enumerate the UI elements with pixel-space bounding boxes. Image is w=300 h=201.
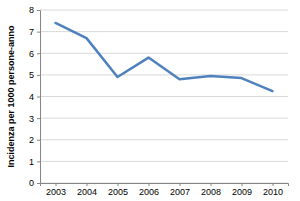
- x-tick-label: 2003: [46, 187, 66, 197]
- y-tick-mark: [37, 140, 40, 141]
- grid-line: [40, 74, 288, 75]
- x-tick-mark: [180, 183, 181, 186]
- y-tick: 4: [29, 92, 40, 102]
- y-tick-label: 1: [29, 157, 34, 167]
- y-axis-line: [37, 11, 41, 184]
- x-tick-mark: [211, 183, 212, 186]
- x-tick-mark: [87, 183, 88, 186]
- x-tick-mark: [273, 183, 274, 186]
- x-tick: 2007: [170, 183, 190, 197]
- x-tick-mark: [56, 183, 57, 186]
- y-tick-label: 2: [29, 135, 34, 145]
- y-tick-label: 0: [29, 178, 34, 188]
- x-tick: 2005: [108, 183, 128, 197]
- x-tick-mark: [149, 183, 150, 186]
- y-tick: 5: [29, 70, 40, 80]
- y-tick-label: 5: [29, 70, 34, 80]
- x-tick-mark: [242, 183, 243, 186]
- x-tick-label: 2006: [139, 187, 159, 197]
- y-axis-title: Incidenza per 1000 persone-anno: [6, 25, 16, 168]
- x-tick-label: 2009: [232, 187, 252, 197]
- series-group: [56, 23, 273, 91]
- y-tick-mark: [37, 53, 40, 54]
- y-tick-label: 7: [29, 27, 34, 37]
- chart-container: 0 1 2 3 4 5 6 7 8 2003 2004 2005 2006 2007 2008 2009 201…: [0, 0, 300, 201]
- x-tick-label: 2005: [108, 187, 128, 197]
- y-tick: 2: [29, 135, 40, 145]
- chart-svg: 0 1 2 3 4 5 6 7 8 2003 2004 2005 2006 2007 2008 2009 201…: [0, 0, 300, 201]
- grid-line: [40, 53, 288, 54]
- plot-area: 0 1 2 3 4 5 6 7 8 2003 2004 2005 2006 2007 2008 2009 201…: [29, 5, 289, 197]
- y-tick-mark: [37, 161, 40, 162]
- grid-line: [40, 118, 288, 119]
- grid-line: [40, 161, 288, 162]
- x-tick-label: 2008: [201, 187, 221, 197]
- y-tick: 8: [29, 5, 40, 15]
- x-tick-label: 2004: [77, 187, 97, 197]
- x-tick: 2004: [77, 183, 97, 197]
- x-tick: 2009: [232, 183, 252, 197]
- x-axis-line: [41, 184, 289, 187]
- x-tick: 2003: [46, 183, 66, 197]
- y-tick-label: 4: [29, 92, 34, 102]
- x-tick-mark: [118, 183, 119, 186]
- grid-line: [40, 10, 288, 11]
- y-tick-label: 3: [29, 114, 34, 124]
- y-tick: 7: [29, 27, 40, 37]
- y-tick: 0: [29, 178, 40, 188]
- y-tick-mark: [37, 118, 40, 119]
- y-tick: 3: [29, 114, 40, 124]
- y-tick: 1: [29, 157, 40, 167]
- y-tick-label: 8: [29, 5, 34, 15]
- grid-line: [40, 31, 288, 32]
- y-axis: 0 1 2 3 4 5 6 7 8: [29, 5, 41, 188]
- y-tick-label: 6: [29, 49, 34, 59]
- grid-line: [40, 139, 288, 140]
- y-tick-mark: [37, 32, 40, 33]
- y-tick-mark: [37, 97, 40, 98]
- x-tick-label: 2010: [263, 187, 283, 197]
- y-tick-mark: [37, 183, 40, 184]
- x-tick: 2008: [201, 183, 221, 197]
- x-tick: 2010: [263, 183, 283, 197]
- x-tick: 2006: [139, 183, 159, 197]
- series-line: [56, 23, 273, 91]
- y-tick-mark: [37, 75, 40, 76]
- x-axis: 2003 2004 2005 2006 2007 2008 2009 2010: [41, 183, 289, 197]
- y-tick-mark: [37, 10, 40, 11]
- grid-line: [40, 96, 288, 97]
- x-tick-label: 2007: [170, 187, 190, 197]
- grid: [40, 10, 288, 183]
- y-tick: 6: [29, 49, 40, 59]
